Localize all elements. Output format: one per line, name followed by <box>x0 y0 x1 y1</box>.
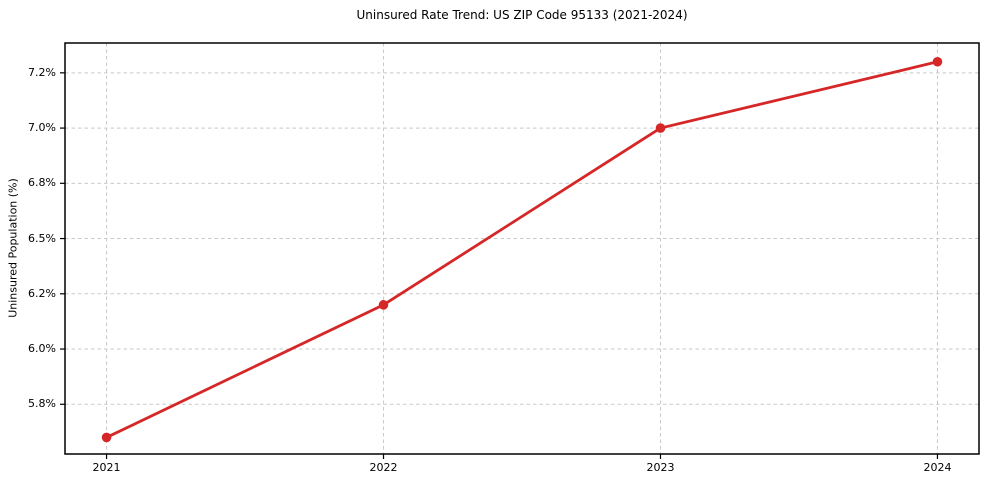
x-tick-label: 2023 <box>646 461 675 474</box>
series-line <box>105 60 939 439</box>
data-point <box>655 123 666 133</box>
x-tick-label: 2021 <box>92 461 121 474</box>
y-tick-label: 7.2% <box>28 65 56 79</box>
data-point <box>378 300 389 310</box>
y-tick-label: 5.8% <box>28 397 56 411</box>
data-point <box>932 56 943 67</box>
plot-area <box>60 42 980 459</box>
x-tick-label: 2022 <box>369 461 398 474</box>
plot-border <box>64 42 980 455</box>
chart-title: Uninsured Rate Trend: US ZIP Code 95133 … <box>356 8 688 22</box>
line-chart-canvas <box>60 42 980 459</box>
y-tick-label: 6.5% <box>28 231 56 245</box>
y-tick-label: 6.0% <box>28 342 56 356</box>
data-point <box>101 432 112 443</box>
y-tick-label: 6.2% <box>28 286 56 300</box>
y-tick-label: 6.8% <box>28 176 56 190</box>
y-tick-label: 7.0% <box>28 121 56 135</box>
x-tick-label: 2024 <box>923 461 952 474</box>
